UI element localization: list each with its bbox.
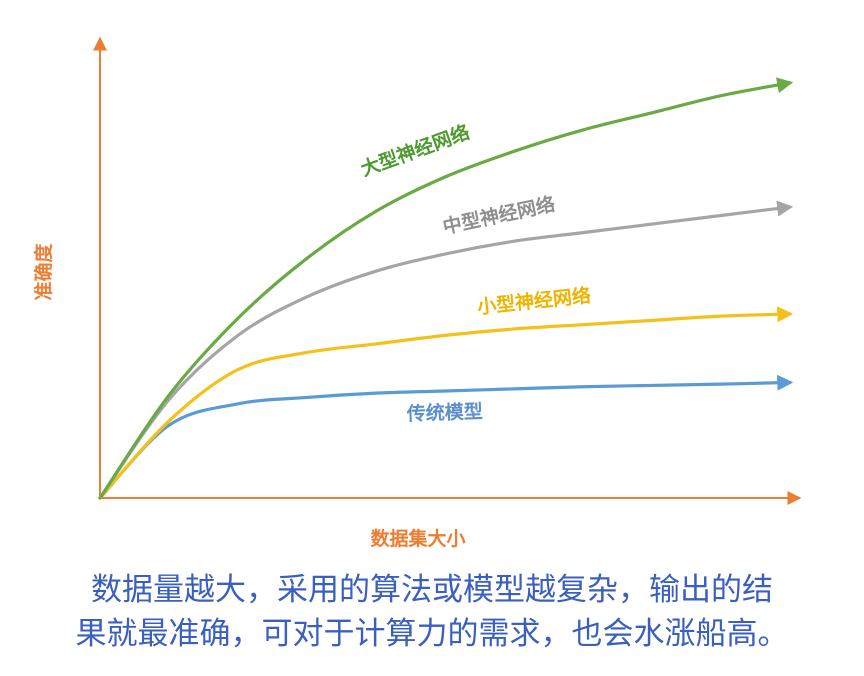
x-axis-label: 数据集大小: [370, 527, 465, 550]
series-layer: [98, 77, 794, 500]
caption-line-1: 数据量越大，采用的算法或模型越复杂，输出的结: [91, 572, 773, 608]
series-line-2: [98, 306, 794, 500]
y-axis-label: 准确度: [32, 243, 55, 301]
series-line-3: [98, 374, 794, 500]
axes: [93, 36, 802, 505]
series-line-0: [98, 77, 794, 500]
series-label-2: 小型神经网络: [476, 284, 592, 319]
caption: 数据量越大，采用的算法或模型越复杂，输出的结 果就最准确，可对于计算力的需求，也…: [0, 568, 864, 656]
caption-line-2: 果就最准确，可对于计算力的需求，也会水涨船高。: [75, 616, 789, 652]
series-line-1: [98, 200, 794, 500]
series-label-1: 中型神经网络: [441, 192, 557, 238]
series-label-3: 传统模型: [405, 400, 483, 426]
